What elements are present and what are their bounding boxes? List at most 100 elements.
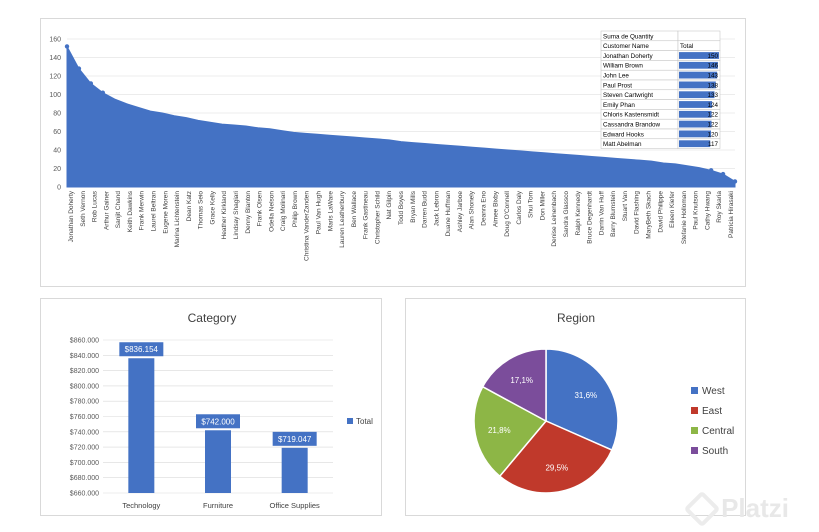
x-tick-label: Odella Nelson [268,191,275,232]
x-tick-label: Frank Gastineau [363,191,370,239]
x-tick-label: Frank Merwin [139,191,146,231]
y-tick-label: $660.000 [70,491,99,498]
customer-quantity-chart: 0 20 40 60 80 100 120 140 160 Jonathan Doherty Set… [49,30,738,261]
data-label: $836.154 [125,345,159,354]
x-tick-label: Technology [122,501,160,510]
y-tick-label: $680.000 [70,475,99,482]
x-tick-label: Doug O'Connell [504,190,511,236]
x-tick-label: David Philippe [657,191,664,233]
x-tick-label: Stefanie Holloman [681,191,688,244]
category-chart: Category $660.000 $680.000 $700.000 $720.000… [70,311,373,510]
x-tick-label: Office Supplies [270,501,321,510]
pivot-value: 120 [707,131,718,138]
x-tick-label: Maris LaWare [327,191,334,232]
legend-label: West [702,386,725,397]
legend-label: Central [702,426,734,437]
x-tick-label: Heather Kirkland [221,191,228,240]
category-chart-panel[interactable]: Category $660.000 $680.000 $700.000 $720.000… [40,298,382,516]
pivot-value: 138 [707,82,718,89]
pivot-name: Paul Prost [603,82,632,89]
x-tick-label: Darren Budd [422,191,429,228]
x-tick-label: Thomas Seio [198,191,205,230]
x-tick-label: Carlos Daly [516,190,523,224]
y-tick-label: 100 [49,92,61,99]
pivot-databar [679,140,711,148]
pivot-name: Cassandra Brandow [603,122,661,129]
region-chart-panel[interactable]: Region 31,6% 29,5% 21,8% 17,1% West East Centra… [405,298,746,516]
pivot-cell [677,30,721,42]
data-label-box [272,431,317,446]
x-tick-label: Frank Olsen [257,191,264,227]
y-tick-label: 160 [49,37,61,44]
x-tick-label: Nat Gilpin [386,191,393,220]
x-tick-label: Sanjit Chand [115,191,122,229]
y-tick-label: $700.000 [70,460,99,467]
x-tick-label: Eugene Moren [162,191,169,234]
x-tick-label: Paul Van Hugh [316,191,323,235]
x-tick-label: Furniture [203,501,233,510]
pivot-value: 133 [707,92,718,99]
x-tick-label: Bryan Mills [410,190,417,223]
x-tick-label: Shui Tom [528,191,535,218]
x-tick-label: Cathy Hwang [704,191,711,230]
x-tick-label: Sandra Glassco [563,191,570,238]
pivot-name: Matt Abelman [603,141,642,148]
data-label: $742.000 [201,417,235,426]
x-tick-label: Stuart Van [622,191,629,222]
x-tick-label: Rob Lucas [92,190,99,222]
x-tick-label: Patricia Hirasaki [728,191,735,238]
x-tick-label: Dean Katz [186,191,193,221]
legend-swatch [691,387,698,394]
pivot-value: 122 [707,122,718,129]
legend-swatch [691,407,698,414]
x-tick-label: Paul Knutson [693,191,700,230]
legend-swatch [691,447,698,454]
pivot-databar [679,91,715,99]
y-tick-label: 140 [49,55,61,62]
x-tick-label: Jonathan Doherty [68,190,75,242]
y-tick-label: $720.000 [70,445,99,452]
x-tick-label: Marina Lichtenstein [174,191,181,248]
chart-title: Category [188,311,237,325]
x-tick-label: Ben Wallace [351,191,358,228]
slice-label: 31,6% [574,391,597,400]
data-label: $719.047 [278,435,312,444]
pivot-databar [679,101,713,108]
x-tick-label: Darrin Van Huff [598,191,605,235]
pivot-header: Customer Name [603,43,649,50]
legend-label: East [702,406,722,417]
y-tick-label: $860.000 [70,338,99,345]
x-tick-label: Seth Vernon [80,191,87,227]
customer-quantity-chart-panel[interactable]: 0 20 40 60 80 100 120 140 160 Jonathan Doherty Set… [40,18,746,287]
x-tick-label: Roy Skaria [716,191,723,223]
x-tick-label: Duane Huffman [445,191,452,237]
x-tick-label: Craig Molinari [280,191,287,231]
pivot-name: William Brown [603,63,643,70]
pivot-databar [679,52,719,59]
data-point [100,90,105,95]
y-tick-label: $760.000 [70,414,99,421]
x-tick-label: Christina VanderZanden [304,191,311,261]
legend-label: South [702,446,728,457]
x-tick-label: Grace Kelly [209,190,216,224]
pivot-databar [679,110,712,118]
y-tick-label: 20 [53,166,61,173]
y-tick-label: $840.000 [70,353,99,360]
x-tick-label: Jack Lebron [433,191,440,227]
platzi-logo-icon [683,490,721,527]
pivot-value: 124 [707,102,718,109]
y-tick-label: 60 [53,129,61,136]
bar [128,358,155,493]
bar [205,430,231,493]
pivot-name: Chloris Kastensmidt [603,112,659,119]
y-tick-label: 40 [53,148,61,155]
pie-slice [481,348,547,423]
data-point [720,171,726,177]
x-tick-label: Ralph Kennedy [575,190,582,235]
data-point [88,81,94,86]
pivot-value: 146 [707,63,718,70]
legend-swatch [347,418,353,424]
x-tick-label: Christopher Schild [374,191,381,244]
x-tick-label: Don Miller [539,190,546,220]
slice-label: 21,8% [488,426,511,435]
